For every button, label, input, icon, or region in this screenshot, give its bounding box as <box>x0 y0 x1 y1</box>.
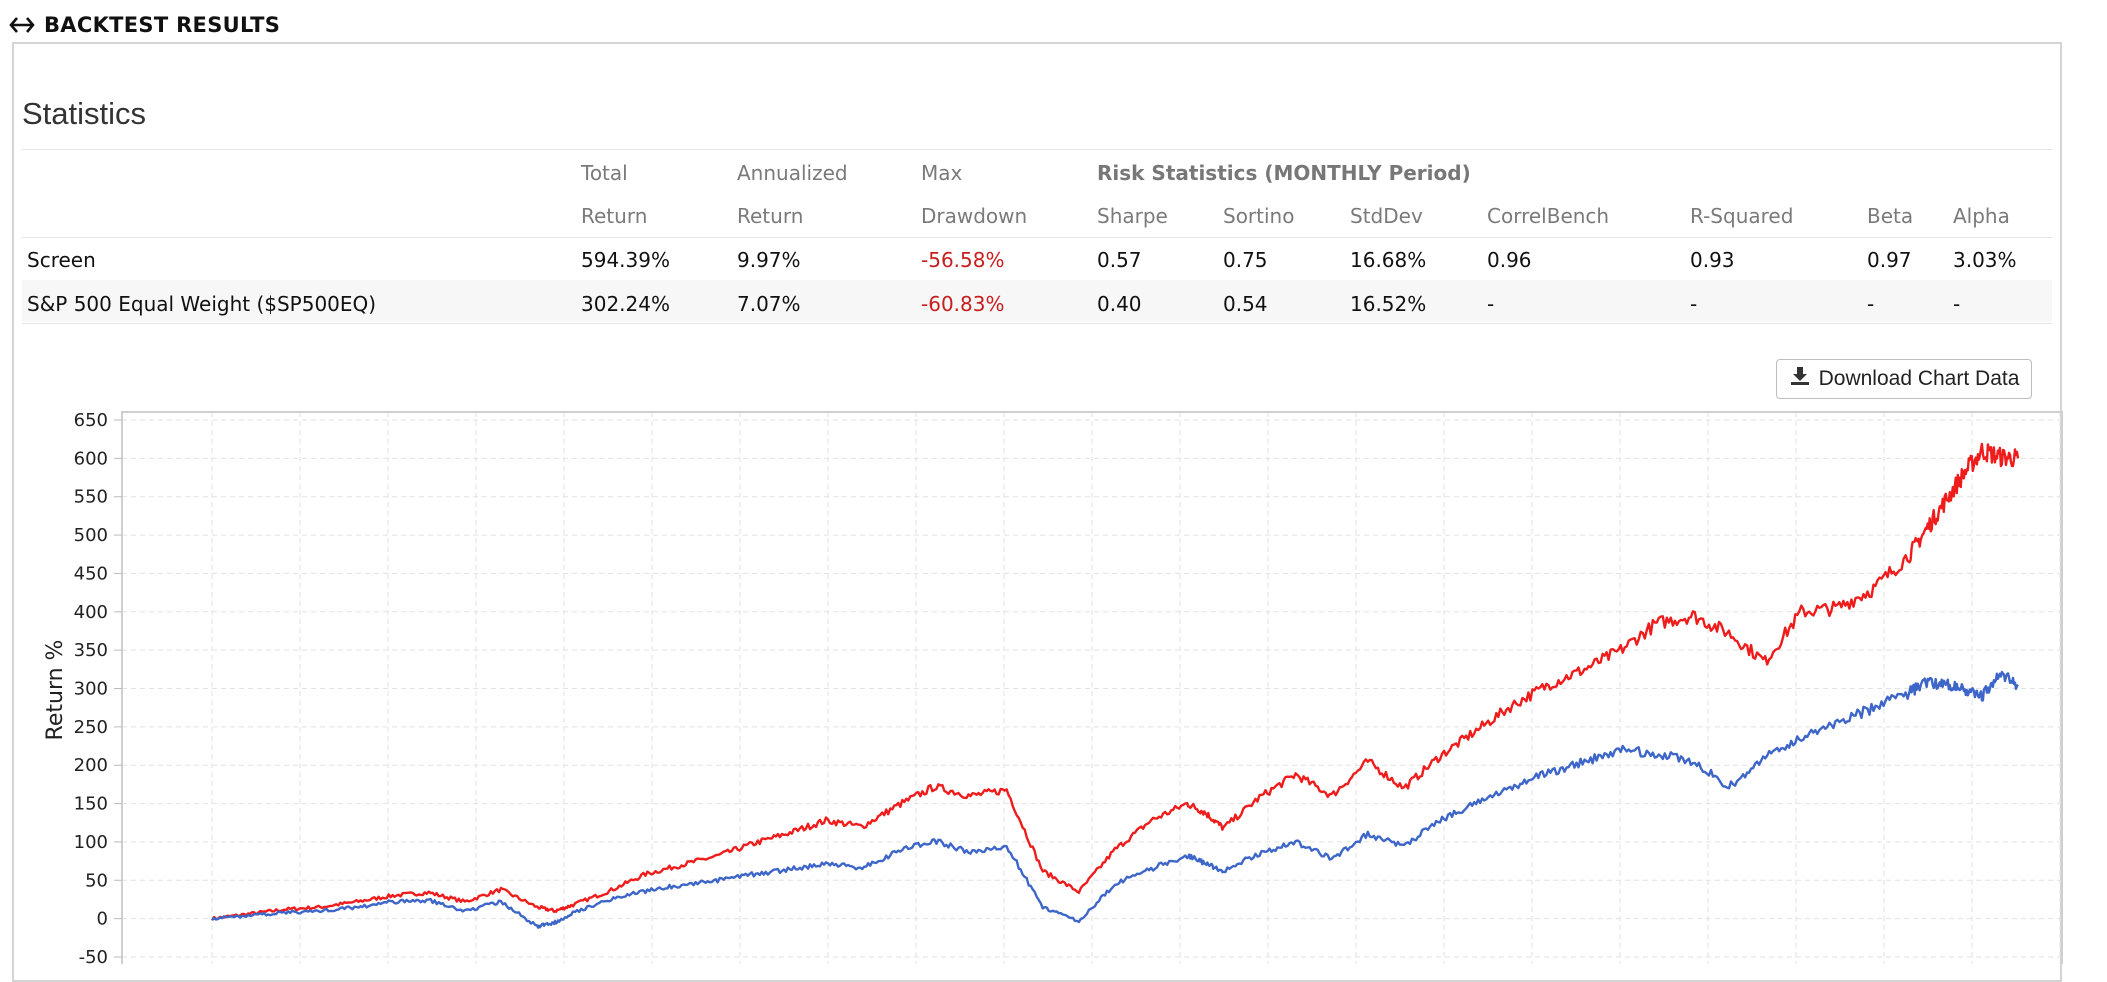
col-total-return-line1: Total <box>581 161 628 185</box>
row-benchmark-name: S&P 500 Equal Weight ($SP500EQ) <box>27 292 377 316</box>
y-tick-label: 400 <box>74 602 108 623</box>
y-tick-label: 350 <box>74 640 108 661</box>
series-line-0 <box>210 442 2020 921</box>
row-screen-stddev: 16.68% <box>1350 248 1427 272</box>
row-screen-annualized-return: 9.97% <box>737 248 801 272</box>
download-button-label: Download Chart Data <box>1818 367 2020 390</box>
row-benchmark-total-return: 302.24% <box>581 292 670 316</box>
col-total-return-line2: Return <box>581 204 648 228</box>
row-benchmark-sortino: 0.54 <box>1223 292 1268 316</box>
row-benchmark-beta: - <box>1867 292 1875 316</box>
download-icon <box>1789 365 1811 393</box>
row-benchmark-sharpe: 0.40 <box>1097 292 1142 316</box>
y-tick-label: 550 <box>74 487 108 508</box>
series-line-1 <box>211 670 2019 929</box>
col-annualized-line2: Return <box>737 204 804 228</box>
row-benchmark-max-drawdown: -60.83% <box>921 292 1005 316</box>
row-benchmark-rsquared: - <box>1690 292 1698 316</box>
row-screen-name: Screen <box>27 248 96 272</box>
y-tick-label: 500 <box>74 525 108 546</box>
col-correlbench: CorrelBench <box>1487 204 1610 228</box>
row-screen-max-drawdown: -56.58% <box>921 248 1005 272</box>
y-tick-label: -50 <box>79 947 108 964</box>
page-title: BACKTEST RESULTS <box>44 13 281 37</box>
row-benchmark-correlbench: - <box>1487 292 1495 316</box>
row-benchmark-stddev: 16.52% <box>1350 292 1427 316</box>
y-tick-label: 100 <box>74 832 108 853</box>
y-tick-label: 650 <box>74 410 108 431</box>
risk-statistics-heading: Risk Statistics (MONTHLY Period) <box>1097 161 1471 185</box>
col-rsquared: R-Squared <box>1690 204 1794 228</box>
y-tick-label: 200 <box>74 755 108 776</box>
y-tick-label: 450 <box>74 563 108 584</box>
y-axis-label: Return % <box>43 640 68 741</box>
y-tick-label: 300 <box>74 679 108 700</box>
divider <box>22 323 2052 324</box>
row-screen-beta: 0.97 <box>1867 248 1912 272</box>
col-annualized-line1: Annualized <box>737 161 848 185</box>
plot-area <box>121 411 2063 964</box>
row-screen-correlbench: 0.96 <box>1487 248 1532 272</box>
y-tick-label: 50 <box>85 870 108 891</box>
row-screen-alpha: 3.03% <box>1953 248 2017 272</box>
y-tick-label: 600 <box>74 448 108 469</box>
col-sortino: Sortino <box>1223 204 1295 228</box>
divider <box>22 237 2052 238</box>
y-tick-label: 0 <box>97 909 108 930</box>
col-max-drawdown-line2: Drawdown <box>921 204 1028 228</box>
row-screen-total-return: 594.39% <box>581 248 670 272</box>
row-screen-sharpe: 0.57 <box>1097 248 1142 272</box>
statistics-title: Statistics <box>22 96 147 131</box>
page-header: BACKTEST RESULTS <box>8 10 280 40</box>
col-max-drawdown-line1: Max <box>921 161 963 185</box>
col-stddev: StdDev <box>1350 204 1423 228</box>
row-benchmark-annualized-return: 7.07% <box>737 292 801 316</box>
col-beta: Beta <box>1867 204 1914 228</box>
divider <box>22 149 2052 150</box>
row-screen-sortino: 0.75 <box>1223 248 1268 272</box>
table-row-shade <box>22 280 2052 322</box>
col-sharpe: Sharpe <box>1097 204 1168 228</box>
row-screen-rsquared: 0.93 <box>1690 248 1735 272</box>
row-benchmark-alpha: - <box>1953 292 1961 316</box>
download-chart-data-button[interactable]: Download Chart Data <box>1776 359 2032 399</box>
col-alpha: Alpha <box>1953 204 2010 228</box>
y-tick-label: 250 <box>74 717 108 738</box>
expand-horizontal-arrows-icon[interactable] <box>8 15 36 35</box>
y-tick-label: 150 <box>74 794 108 815</box>
